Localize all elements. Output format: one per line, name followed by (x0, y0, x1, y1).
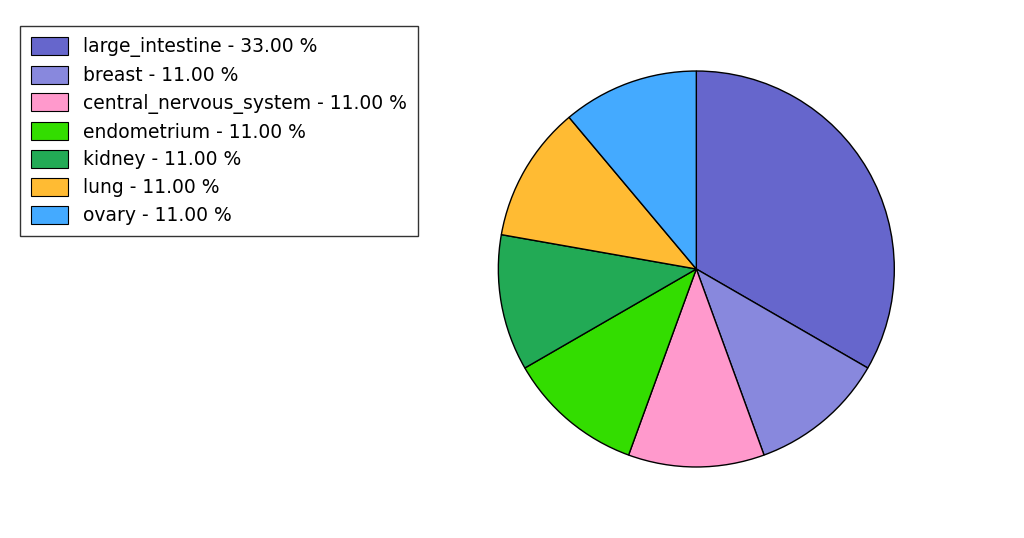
Wedge shape (499, 235, 696, 368)
Wedge shape (696, 71, 894, 368)
Wedge shape (502, 117, 696, 269)
Wedge shape (629, 269, 764, 467)
Wedge shape (569, 71, 696, 269)
Wedge shape (696, 269, 867, 455)
Legend: large_intestine - 33.00 %, breast - 11.00 %, central_nervous_system - 11.00 %, e: large_intestine - 33.00 %, breast - 11.0… (19, 25, 419, 236)
Wedge shape (525, 269, 696, 455)
